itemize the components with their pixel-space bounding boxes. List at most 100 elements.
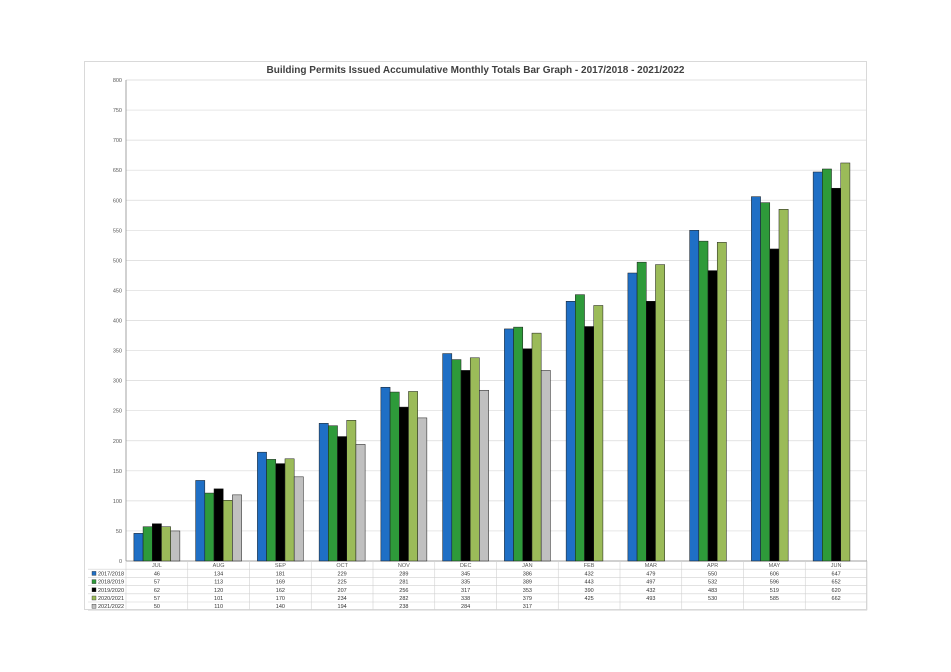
x-tick-label: AUG <box>213 563 225 569</box>
data-table-value: 550 <box>708 571 717 577</box>
data-table-value: 606 <box>770 571 779 577</box>
data-table-value: 120 <box>214 588 223 594</box>
bar-sep-2019-2020 <box>275 463 286 562</box>
bar-jul-2019-2020 <box>152 523 162 562</box>
data-table-value: 497 <box>646 580 655 586</box>
data-table-value: 110 <box>214 604 223 610</box>
x-tick-label: DEC <box>460 563 472 569</box>
bar-dec-2018-2019 <box>451 359 462 562</box>
data-table-value: 207 <box>338 588 347 594</box>
bar-nov-2018-2019 <box>389 391 400 562</box>
bar-apr-2020-2021 <box>716 242 727 562</box>
bar-apr-2018-2019 <box>698 240 709 562</box>
chart-frame <box>84 61 867 610</box>
data-table-value: 57 <box>154 580 160 586</box>
data-table-value: 432 <box>646 588 655 594</box>
legend-label: 2021/2022 <box>98 604 124 610</box>
bar-aug-2017-2018 <box>195 480 206 562</box>
bar-dec-2017-2018 <box>442 353 453 562</box>
bar-mar-2017-2018 <box>627 272 638 562</box>
bar-apr-2019-2020 <box>707 270 718 562</box>
bar-jan-2021-2022 <box>540 370 551 562</box>
data-table-value: 596 <box>770 580 779 586</box>
x-tick-label: NOV <box>398 563 410 569</box>
data-table-value: 493 <box>646 596 655 602</box>
data-table-value: 386 <box>523 571 532 577</box>
bar-feb-2018-2019 <box>575 294 585 562</box>
y-tick-label: 300 <box>113 379 122 385</box>
data-table-value: 256 <box>399 588 408 594</box>
y-tick-label: 350 <box>113 349 122 355</box>
data-table-value: 238 <box>399 604 408 610</box>
bar-mar-2020-2021 <box>655 264 665 562</box>
data-table-value: 50 <box>154 604 160 610</box>
x-tick-label: JAN <box>522 563 532 569</box>
bar-nov-2017-2018 <box>380 386 391 562</box>
y-tick-label: 800 <box>113 78 122 84</box>
data-table-value: 379 <box>523 596 532 602</box>
legend-label: 2018/2019 <box>98 580 124 586</box>
y-tick-label: 600 <box>113 198 122 204</box>
bar-sep-2020-2021 <box>284 458 295 562</box>
data-table-value: 532 <box>708 580 717 586</box>
x-tick-label: MAR <box>645 563 657 569</box>
bar-dec-2020-2021 <box>469 357 480 562</box>
bar-jul-2021-2022 <box>170 530 181 562</box>
bar-jan-2019-2020 <box>522 348 533 562</box>
data-table-value: 181 <box>276 571 285 577</box>
legend-swatch <box>91 579 97 584</box>
bar-oct-2020-2021 <box>346 420 357 562</box>
data-table-value: 652 <box>832 580 841 586</box>
bar-may-2017-2018 <box>751 196 761 562</box>
y-tick-label: 0 <box>119 559 122 565</box>
y-tick-label: 250 <box>113 409 122 415</box>
data-table-value: 46 <box>154 571 160 577</box>
bar-may-2018-2019 <box>760 202 771 562</box>
bar-feb-2017-2018 <box>565 301 576 562</box>
data-table-value: 169 <box>276 580 285 586</box>
data-table-value: 170 <box>276 596 285 602</box>
y-tick-label: 650 <box>113 168 122 174</box>
legend-swatch <box>91 571 97 576</box>
data-table-value: 140 <box>276 604 285 610</box>
bar-sep-2017-2018 <box>257 451 267 562</box>
data-table-value: 647 <box>832 571 841 577</box>
bar-oct-2018-2019 <box>328 425 338 562</box>
data-table-value: 479 <box>646 571 655 577</box>
bar-aug-2018-2019 <box>204 492 215 562</box>
data-table-value: 134 <box>214 571 223 577</box>
bar-jan-2018-2019 <box>513 326 524 562</box>
bar-sep-2018-2019 <box>266 459 277 562</box>
y-tick-label: 200 <box>113 439 122 445</box>
data-table-value: 335 <box>461 580 470 586</box>
bar-aug-2020-2021 <box>222 500 233 562</box>
data-table-value: 425 <box>585 596 594 602</box>
bar-nov-2019-2020 <box>399 406 409 562</box>
y-tick-label: 150 <box>113 469 122 475</box>
data-table-value: 530 <box>708 596 717 602</box>
y-tick-label: 750 <box>113 108 122 114</box>
x-tick-label: APR <box>707 563 718 569</box>
bar-oct-2019-2020 <box>337 436 347 562</box>
bar-feb-2020-2021 <box>593 305 604 562</box>
data-table-value: 390 <box>585 588 594 594</box>
data-table-value: 519 <box>770 588 779 594</box>
data-table-value: 282 <box>399 596 408 602</box>
bar-sep-2021-2022 <box>293 476 304 562</box>
bar-may-2019-2020 <box>769 248 780 562</box>
data-table-value: 483 <box>708 588 717 594</box>
x-tick-label: SEP <box>275 563 286 569</box>
data-table-value: 662 <box>832 596 841 602</box>
data-table-value: 194 <box>338 604 347 610</box>
data-table-value: 284 <box>461 604 470 610</box>
bar-aug-2021-2022 <box>232 494 242 562</box>
y-tick-label: 100 <box>113 499 122 505</box>
data-table-value: 389 <box>523 580 532 586</box>
data-table-value: 432 <box>585 571 594 577</box>
legend-label: 2020/2021 <box>98 596 124 602</box>
legend-swatch <box>91 604 97 609</box>
bar-jul-2020-2021 <box>161 526 171 562</box>
data-table-value: 317 <box>523 604 532 610</box>
y-tick-label: 450 <box>113 288 122 294</box>
data-table-value: 585 <box>770 596 779 602</box>
